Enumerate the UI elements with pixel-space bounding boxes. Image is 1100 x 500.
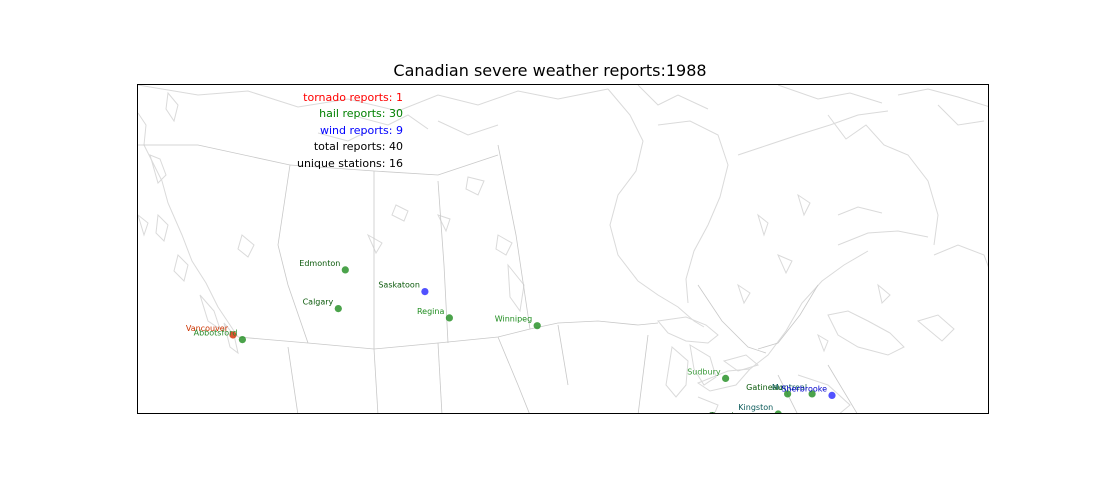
map-frame: Vancouver Abbotsford Edmonton Calgary Saskat… (137, 84, 989, 414)
station-label-regina: Regina (417, 307, 444, 316)
station-marker-saskatoon (421, 288, 429, 296)
station-label-edmonton: Edmonton (299, 259, 340, 268)
station-marker-sudbury (722, 374, 730, 382)
station-marker-gatineau (784, 390, 792, 398)
station-label-sudbury: Sudbury (687, 367, 721, 376)
station-label-sherbrooke: Sherbrooke (781, 384, 827, 393)
station-markers (229, 266, 836, 413)
station-marker-calgary (334, 305, 342, 313)
coastlines (138, 85, 988, 413)
station-marker-montreal (808, 390, 816, 398)
station-marker-winnipeg (533, 322, 541, 330)
hail-report-count: hail reports: 30 (319, 107, 403, 120)
station-marker-sherbrooke (828, 391, 836, 399)
station-marker-vancouver (229, 331, 237, 339)
station-label-montreal: Montreal (772, 383, 807, 392)
station-label-abbotsford: Abbotsford (194, 329, 238, 338)
station-label-saskatoon: Saskatoon (378, 281, 420, 290)
wind-report-count: wind reports: 9 (319, 124, 403, 137)
unique-station-count: unique stations: 16 (296, 157, 403, 170)
station-label-calgary: Calgary (303, 298, 334, 307)
station-marker-kingston (774, 410, 782, 413)
tornado-report-count: tornado reports: 1 (303, 91, 403, 104)
station-label-toronto: Toronto (709, 411, 740, 414)
station-label-vancouver: Vancouver (186, 324, 229, 333)
station-label-gatineau: Gatineau (746, 383, 782, 392)
station-label-kingston: Kingston (738, 403, 773, 412)
map-title: Canadian severe weather reports:1988 (393, 61, 707, 80)
station-marker-abbotsford (238, 336, 246, 344)
station-marker-regina (445, 314, 453, 322)
political-boundaries (138, 144, 858, 413)
station-marker-edmonton (341, 266, 349, 274)
total-report-count: total reports: 40 (313, 140, 403, 153)
station-label-winnipeg: Winnipeg (495, 315, 532, 324)
